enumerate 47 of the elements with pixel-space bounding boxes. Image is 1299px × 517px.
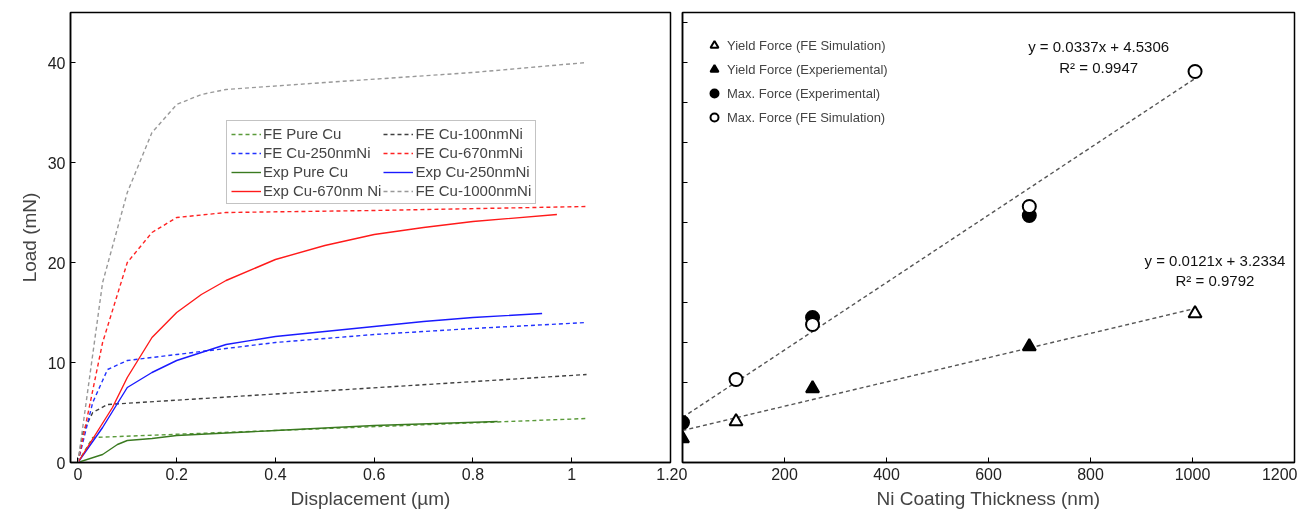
x-tick-label: 400 (873, 465, 900, 483)
legend-label: FE Cu-250nmNi (263, 144, 371, 161)
y-axis-title: Load (mN) (18, 192, 40, 283)
x-tick-label: 1 (567, 465, 577, 483)
point (1187, 304, 1203, 319)
y-tick-label: 30 (47, 154, 66, 172)
point (728, 372, 744, 387)
x-tick-label: 0 (678, 465, 688, 483)
legend-label: FE Cu-100nmNi (415, 125, 523, 142)
x-tick-label: 0.8 (461, 465, 485, 483)
legend-label: Exp Cu-670nm Ni (263, 182, 382, 199)
legend-label: Max. Force (FE Simulation) (727, 109, 886, 125)
y-tick-label: 0 (56, 454, 66, 472)
legend-label: FE Cu-670nmNi (415, 144, 523, 161)
point (1187, 64, 1203, 79)
x-tick-label: 600 (975, 465, 1002, 483)
point (1021, 199, 1037, 214)
x-tick-label: 1.2 (656, 465, 679, 483)
point (805, 317, 821, 332)
x-axis-title: Displacement (µm) (290, 487, 451, 509)
legend-label: FE Cu-1000nmNi (415, 182, 532, 199)
legend-label: Yield Force (Experiemental) (727, 61, 888, 77)
point (728, 412, 744, 427)
annotation: y = 0.0337x + 4.5306 (1028, 38, 1170, 56)
legend-label: Max. Force (Experimental) (727, 85, 881, 101)
legend-label: FE Pure Cu (263, 125, 342, 142)
legend-label: Exp Cu-250nmNi (415, 163, 530, 180)
x-tick-label: 0.4 (264, 465, 287, 483)
y-tick-label: 20 (47, 254, 66, 272)
legend-label: Yield Force (FE Simulation) (727, 37, 886, 53)
line-series (77, 420, 499, 463)
x-tick-label: 800 (1077, 465, 1104, 483)
point (805, 379, 821, 394)
x-tick-label: 1000 (1174, 465, 1211, 483)
y-tick-label: 40 (47, 54, 66, 72)
annotation: R² = 0.9792 (1175, 272, 1255, 290)
x-axis-title: Ni Coating Thickness (nm) (876, 487, 1101, 509)
x-tick-label: 0 (73, 465, 83, 483)
legend-label: Exp Pure Cu (263, 163, 349, 180)
x-tick-label: 1200 (1261, 465, 1298, 483)
x-tick-label: 200 (771, 465, 798, 483)
annotation: y = 0.0121x + 3.2334 (1144, 252, 1286, 269)
x-tick-label: 0.2 (165, 465, 188, 483)
point (1021, 337, 1037, 352)
x-tick-label: 0.6 (363, 465, 386, 483)
y-tick-label: 10 (47, 354, 66, 372)
annotation: R² = 0.9947 (1059, 58, 1139, 76)
